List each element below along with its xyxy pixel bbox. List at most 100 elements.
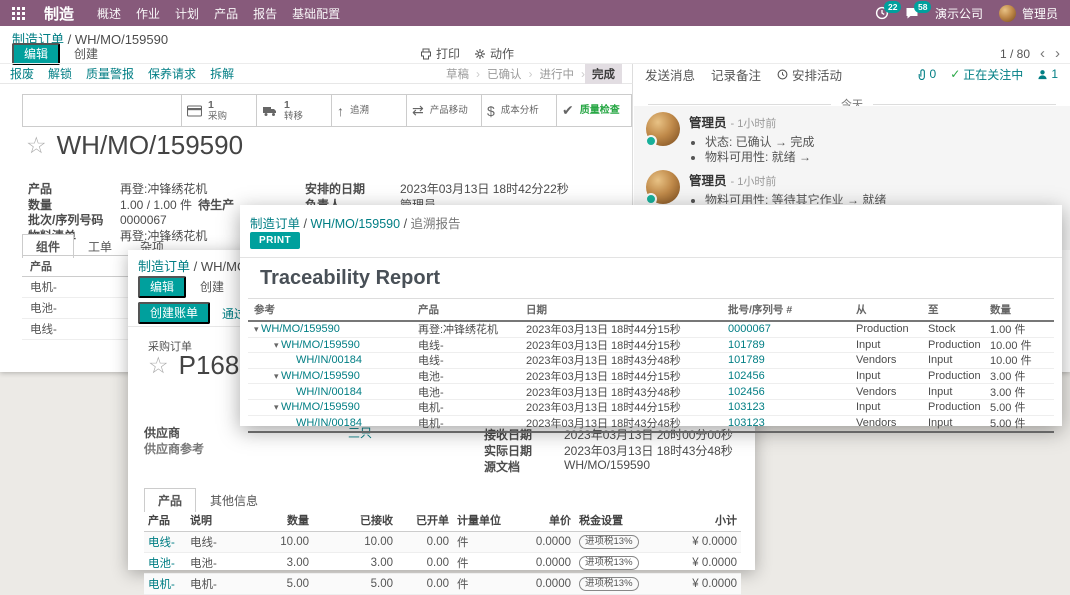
pager-next[interactable]: › [1055, 44, 1060, 62]
product-value[interactable]: 再登:冲锋绣花机 [120, 182, 208, 196]
po-edit-button[interactable]: 编辑 [138, 276, 187, 298]
action-menu[interactable]: 动作 [474, 45, 514, 62]
edit-button[interactable]: 编辑 [12, 42, 61, 65]
po-line-row[interactable]: 电池- 电池- 3.00 3.00 0.00 件 0.0000 进项税13% ¥ 0.0… [144, 553, 741, 574]
menu-planning[interactable]: 计划 [175, 6, 200, 21]
message-tracking-line: 物料可用性: 就绪 → [705, 150, 814, 165]
company-switcher[interactable]: 演示公司 [934, 6, 983, 21]
traceability-stat-button[interactable]: ↑ 追溯 [331, 95, 406, 126]
bom-value[interactable]: 再登:冲锋绣花机 [120, 228, 208, 243]
modal-breadcrumb-mo[interactable]: WH/MO/159590 [310, 217, 401, 231]
activities-count-badge: 22 [883, 1, 902, 13]
app-name[interactable]: 制造 [44, 5, 75, 23]
modal-divider [240, 257, 1062, 258]
scheduled-date-label: 安排的日期 [305, 182, 366, 196]
author-avatar [645, 170, 680, 205]
quality-alert-button[interactable]: 质量警报 [86, 67, 135, 81]
cost-analysis-stat-button[interactable]: $ 成本分析 [481, 95, 556, 126]
unbuild-button[interactable]: 拆解 [210, 67, 235, 81]
trace-row[interactable]: WH/IN/00184 电机- 2023年03月13日 18时43分48秒 1031… [296, 417, 1026, 431]
maintenance-request-button[interactable]: 保养请求 [148, 67, 197, 81]
purchase-label: 采购 [208, 110, 228, 122]
scrap-button[interactable]: 报废 [10, 67, 35, 81]
vendor-reference-label: 供应商参考 [144, 442, 205, 456]
vendor-label: 供应商 [144, 426, 181, 440]
tax-badge: 进项税13% [579, 577, 639, 591]
message-author[interactable]: 管理员 [689, 116, 727, 130]
modal-breadcrumb-current: 追溯报告 [410, 217, 461, 231]
menu-products[interactable]: 产品 [214, 6, 239, 21]
menu-overview[interactable]: 概述 [97, 6, 122, 21]
mo-reference: WH/MO/159590 [56, 130, 244, 160]
trace-row[interactable]: WH/IN/00184 电线- 2023年03月13日 18时43分48秒 1017… [248, 353, 1054, 369]
po-actions: 编辑 创建 [138, 276, 228, 298]
po-breadcrumb-root[interactable]: 制造订单 [138, 259, 191, 274]
message-author[interactable]: 管理员 [689, 174, 727, 188]
po-create-button[interactable]: 创建 [196, 278, 228, 296]
stage-done[interactable]: 完成 [585, 63, 622, 84]
menu-configuration[interactable]: 基础配置 [292, 6, 341, 21]
chatter-topbar: 发送消息 记录备注 安排活动 0 ✓ 正在关注中 1 [633, 64, 1070, 84]
pager-previous[interactable]: ‹ [1040, 44, 1045, 62]
cost-analysis-label: 成本分析 [500, 105, 539, 116]
po-doc-type-label: 采购订单 [148, 341, 192, 353]
activities-clock-icon[interactable]: 22 [875, 1, 902, 20]
traceability-label: 追溯 [350, 105, 370, 116]
apps-grid-icon[interactable] [12, 6, 25, 20]
nav-right: 22 58 演示公司 管理员 [875, 1, 1058, 22]
create-bill-button[interactable]: 创建账单 [138, 302, 211, 324]
product-moves-stat-button[interactable]: ⇄ 产品移动 [406, 95, 481, 126]
menu-operations[interactable]: 作业 [136, 6, 161, 21]
transfer-stat-button[interactable]: 1 转移 [256, 95, 331, 126]
create-button[interactable]: 创建 [70, 45, 102, 63]
favorite-star-icon[interactable]: ☆ [148, 352, 169, 378]
pager-value: 1 / 80 [999, 46, 1030, 61]
po-lines-table: 产品 说明 数量 已接收 已开单 计量单位 单价 税金设置 小计 电线- 电线- 10.0… [144, 510, 741, 595]
unlock-button[interactable]: 解锁 [48, 67, 73, 81]
purchase-stat-button[interactable]: 1 采购 [181, 95, 256, 126]
status-row: 报废 解锁 质量警报 保养请求 拆解 草稿 › 已确认 › 进行中 › 完成 发送消息… [0, 63, 1070, 84]
product-moves-label: 产品移动 [429, 105, 468, 116]
mo-notebook-tabs: 组件 工单 杂项 [22, 234, 178, 258]
favorite-star-icon[interactable]: ☆ [26, 132, 47, 158]
tab-work-orders[interactable]: 工单 [88, 240, 113, 254]
message-time: 1小时前 [731, 176, 777, 188]
author-avatar [645, 112, 680, 147]
page: { "nav": { "app": "制造", "menus": ["概述", … [0, 0, 1070, 580]
po-line-row[interactable]: 电机- 电机- 5.00 5.00 0.00 件 0.0000 进项税13% ¥ 0.0… [144, 574, 741, 595]
stage-draft[interactable]: 草稿 [446, 68, 469, 81]
quality-checks-stat-button[interactable]: ✔ 质量检查 [556, 95, 631, 126]
top-nav: 制造 概述 作业 计划 产品 报告 基础配置 22 58 演示公司 管理员 [0, 0, 1070, 26]
chat-message: 管理员 1小时前 状态: 已确认 → 完成 物料可用性: 就绪 → [634, 106, 1070, 171]
attachments-button[interactable]: 0 [916, 67, 936, 81]
stage-chevron: › [581, 66, 585, 81]
effective-date-field: 实际日期 2023年03月13日 18时43分48秒 [484, 442, 733, 459]
tab-components[interactable]: 组件 [22, 234, 75, 258]
followers-button[interactable]: 1 [1037, 67, 1058, 81]
user-menu[interactable]: 管理员 [998, 4, 1058, 22]
tax-badge: 进项税13% [579, 535, 639, 549]
log-note-button[interactable]: 记录备注 [711, 68, 762, 83]
mo-title: ☆ WH/MO/159590 [26, 130, 243, 161]
po-table-header: 产品 说明 数量 已接收 已开单 计量单位 单价 税金设置 小计 [144, 510, 741, 532]
print-report-button[interactable]: PRINT [250, 232, 300, 249]
po-line-row[interactable]: 电线- 电线- 10.00 10.00 0.00 件 0.0000 进项税13% ¥ 0… [144, 532, 741, 553]
stage-confirmed[interactable]: 已确认 [487, 68, 522, 81]
menu-reporting[interactable]: 报告 [253, 6, 278, 21]
stage-in-progress[interactable]: 进行中 [539, 68, 575, 81]
po-notebook-tabs: 产品 其他信息 [144, 488, 272, 512]
tab-products[interactable]: 产品 [144, 488, 197, 512]
schedule-activity-button[interactable]: 安排活动 [777, 65, 842, 84]
tab-other-info[interactable]: 其他信息 [210, 494, 259, 508]
modal-breadcrumb-root[interactable]: 制造订单 [250, 217, 301, 231]
trace-row[interactable]: WH/IN/00184 电池- 2023年03月13日 18时43分48秒 1024… [248, 384, 1054, 400]
messages-bubble-icon[interactable]: 58 [905, 1, 932, 20]
following-button[interactable]: ✓ 正在关注中 [950, 67, 1024, 82]
send-message-button[interactable]: 发送消息 [645, 68, 696, 83]
print-menu[interactable]: 打印 [420, 45, 460, 62]
